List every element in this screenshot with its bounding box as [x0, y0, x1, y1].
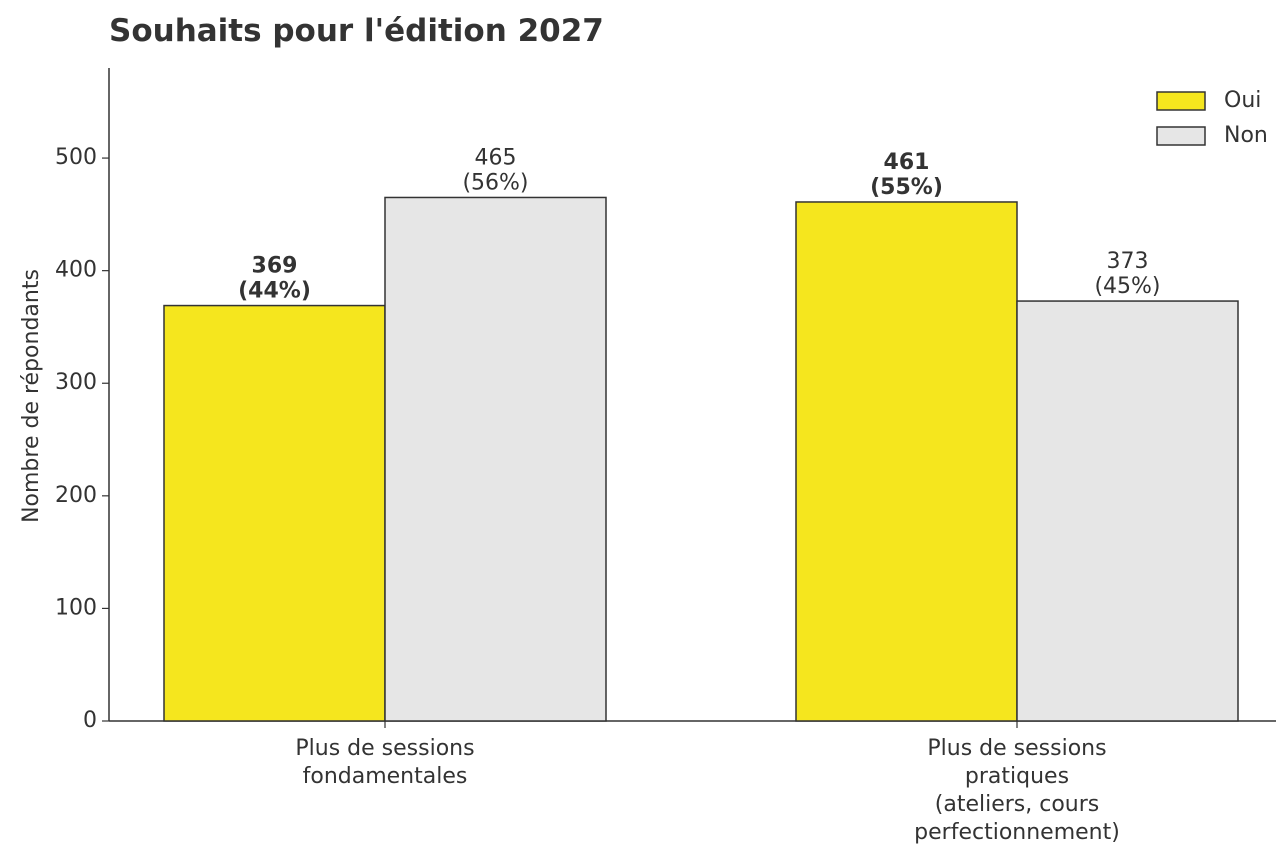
value-label: (56%)	[462, 170, 528, 195]
legend-swatch	[1156, 126, 1206, 146]
legend-swatch	[1156, 91, 1206, 111]
value-label: 373	[1107, 249, 1149, 274]
y-axis-label: Nombre de répondants	[19, 269, 44, 523]
bar	[163, 304, 386, 722]
x-tick-label: Plus de sessions	[927, 736, 1106, 761]
y-tick-label: 400	[55, 258, 97, 283]
chart-title: Souhaits pour l'édition 2027	[109, 13, 604, 49]
value-label: 465	[475, 145, 517, 170]
bar	[1016, 300, 1239, 722]
legend-label: Oui	[1224, 88, 1261, 113]
value-label: (44%)	[238, 279, 311, 304]
y-tick-label: 0	[83, 708, 97, 733]
value-label: 369	[252, 254, 298, 279]
bar	[795, 201, 1018, 722]
y-tick-label: 300	[55, 370, 97, 395]
x-tick-label: Plus de sessions	[295, 736, 474, 761]
x-tick-label: fondamentales	[303, 764, 468, 789]
y-tick-label: 500	[55, 145, 97, 170]
bar	[384, 196, 607, 722]
value-label: (45%)	[1094, 274, 1160, 299]
x-tick-label: perfectionnement)	[914, 820, 1120, 845]
value-label: (55%)	[870, 175, 943, 200]
x-tick-label: pratiques	[965, 764, 1069, 789]
legend-label: Non	[1224, 123, 1268, 148]
y-tick-label: 200	[55, 483, 97, 508]
y-tick-label: 100	[55, 595, 97, 620]
value-label: 461	[884, 150, 930, 175]
x-tick-label: (ateliers, cours	[935, 792, 1099, 817]
